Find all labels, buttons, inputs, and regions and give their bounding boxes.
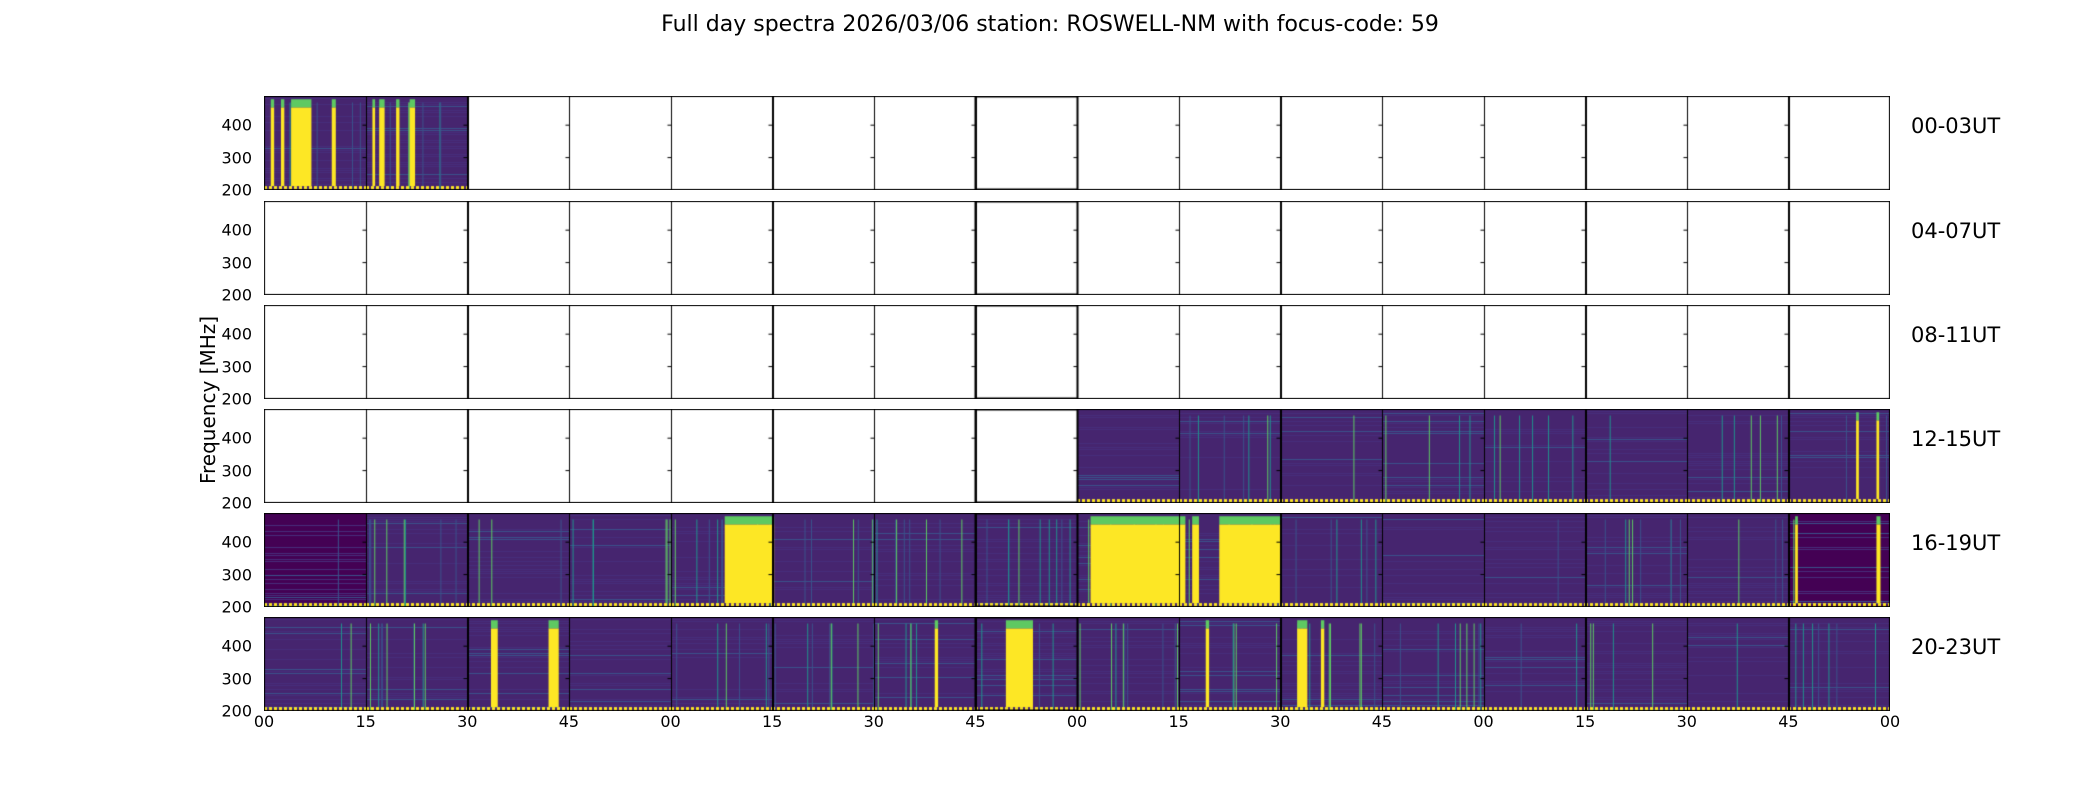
spectrogram-canvas: [264, 513, 1890, 607]
spectrogram-canvas: [264, 305, 1890, 399]
y-tick-label: 200: [221, 701, 252, 721]
y-tick-label: 300: [221, 669, 252, 689]
y-tick-label: 400: [221, 324, 252, 344]
spectra-row: 20-23UT 200 300 400: [0, 617, 2100, 727]
y-tick-label: 400: [221, 532, 252, 552]
x-tick-label: 15: [1168, 712, 1189, 731]
y-tick-label: 200: [221, 389, 252, 409]
row-time-label: 00-03UT: [1911, 114, 2001, 138]
y-tick-label: 200: [221, 597, 252, 617]
spectrogram-canvas: [264, 201, 1890, 295]
x-tick-label: 15: [355, 712, 376, 731]
y-tick-label: 400: [221, 636, 252, 656]
x-tick-label: 45: [1371, 712, 1393, 731]
x-tick-label: 30: [1676, 712, 1697, 731]
y-tick-label: 400: [221, 428, 252, 448]
spectra-row: 16-19UT 200 300 400: [0, 513, 2100, 623]
spectra-row: 04-07UT 200 300 400: [0, 201, 2100, 311]
spectra-row: 12-15UT 200 300 400: [0, 409, 2100, 519]
y-tick-label: 300: [221, 253, 252, 273]
row-time-label: 08-11UT: [1911, 323, 2001, 347]
y-tick-label: 200: [221, 180, 252, 200]
row-time-label: 16-19UT: [1911, 531, 2001, 555]
y-tick-label: 200: [221, 285, 252, 305]
y-tick-label: 300: [221, 461, 252, 481]
x-tick-label: 00: [1879, 712, 1901, 731]
spectra-row: 08-11UT 200 300 400: [0, 305, 2100, 415]
y-tick-label: 300: [221, 565, 252, 585]
x-tick-label: 00: [1066, 712, 1088, 731]
x-tick-label: 00: [1473, 712, 1494, 731]
x-tick-label: 30: [457, 712, 478, 731]
x-tick-label: 15: [761, 712, 783, 731]
x-tick-label: 00: [660, 712, 681, 731]
x-tick-label: 00: [253, 712, 275, 731]
y-tick-label: 300: [221, 357, 252, 377]
spectra-row: 00-03UT 200 300 400: [0, 96, 2100, 206]
x-tick-label: 15: [1574, 712, 1596, 731]
row-time-label: 04-07UT: [1911, 219, 2001, 243]
x-tick-label: 30: [1270, 712, 1291, 731]
x-tick-label: 45: [1778, 712, 1799, 731]
spectrogram-canvas: [264, 617, 1890, 711]
spectrogram-canvas: [264, 96, 1890, 190]
y-tick-label: 300: [221, 148, 252, 168]
y-tick-label: 400: [221, 115, 252, 135]
x-tick-label: 30: [863, 712, 884, 731]
y-tick-label: 400: [221, 220, 252, 240]
spectrogram-canvas: [264, 409, 1890, 503]
row-time-label: 20-23UT: [1911, 635, 2001, 659]
row-time-label: 12-15UT: [1911, 427, 2001, 451]
x-tick-label: 45: [558, 712, 580, 731]
chart-title: Full day spectra 2026/03/06 station: ROS…: [661, 12, 1439, 37]
y-tick-label: 200: [221, 493, 252, 513]
x-tick-label: 45: [965, 712, 986, 731]
